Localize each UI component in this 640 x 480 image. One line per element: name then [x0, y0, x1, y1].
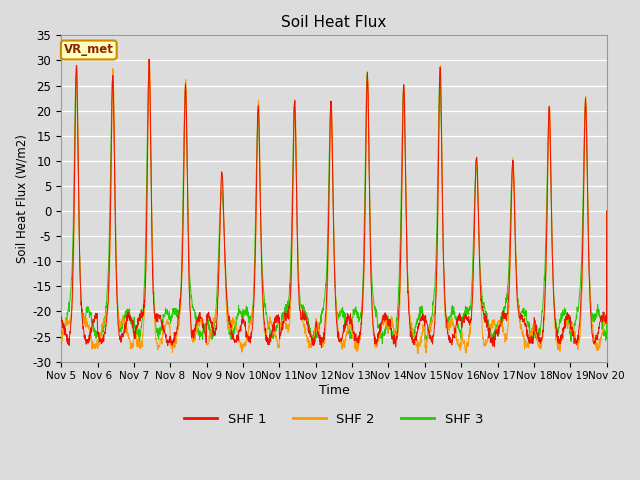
SHF 3: [210, 334, 218, 339]
SHF 3: [145, 67, 153, 73]
Text: VR_met: VR_met: [64, 44, 114, 57]
SHF 1: [493, 327, 500, 333]
SHF 1: [145, 56, 153, 62]
SHF 2: [350, 337, 358, 343]
SHF 2: [555, 340, 563, 346]
SHF 3: [362, 135, 369, 141]
SHF 2: [570, 331, 578, 336]
SHF 3: [58, 329, 65, 335]
SHF 3: [603, 208, 611, 214]
SHF 1: [570, 341, 578, 347]
SHF 1: [210, 330, 218, 336]
SHF 1: [603, 208, 611, 214]
SHF 3: [555, 325, 563, 331]
Y-axis label: Soil Heat Flux (W/m2): Soil Heat Flux (W/m2): [15, 134, 28, 263]
SHF 1: [555, 336, 563, 342]
SHF 2: [210, 322, 218, 328]
SHF 3: [350, 308, 358, 314]
SHF 1: [350, 329, 358, 335]
SHF 1: [317, 345, 325, 350]
X-axis label: Time: Time: [319, 384, 349, 397]
Legend: SHF 1, SHF 2, SHF 3: SHF 1, SHF 2, SHF 3: [179, 408, 489, 431]
SHF 2: [362, 180, 369, 185]
SHF 1: [58, 317, 65, 323]
SHF 2: [493, 327, 500, 333]
SHF 3: [378, 341, 386, 347]
SHF 1: [362, 145, 370, 151]
Title: Soil Heat Flux: Soil Heat Flux: [281, 15, 387, 30]
SHF 3: [493, 322, 500, 327]
Line: SHF 3: SHF 3: [61, 70, 607, 344]
SHF 2: [145, 58, 153, 63]
Line: SHF 2: SHF 2: [61, 60, 607, 354]
SHF 2: [58, 334, 65, 339]
SHF 2: [603, 208, 611, 214]
SHF 2: [414, 351, 422, 357]
SHF 3: [570, 321, 578, 327]
Line: SHF 1: SHF 1: [61, 59, 607, 348]
